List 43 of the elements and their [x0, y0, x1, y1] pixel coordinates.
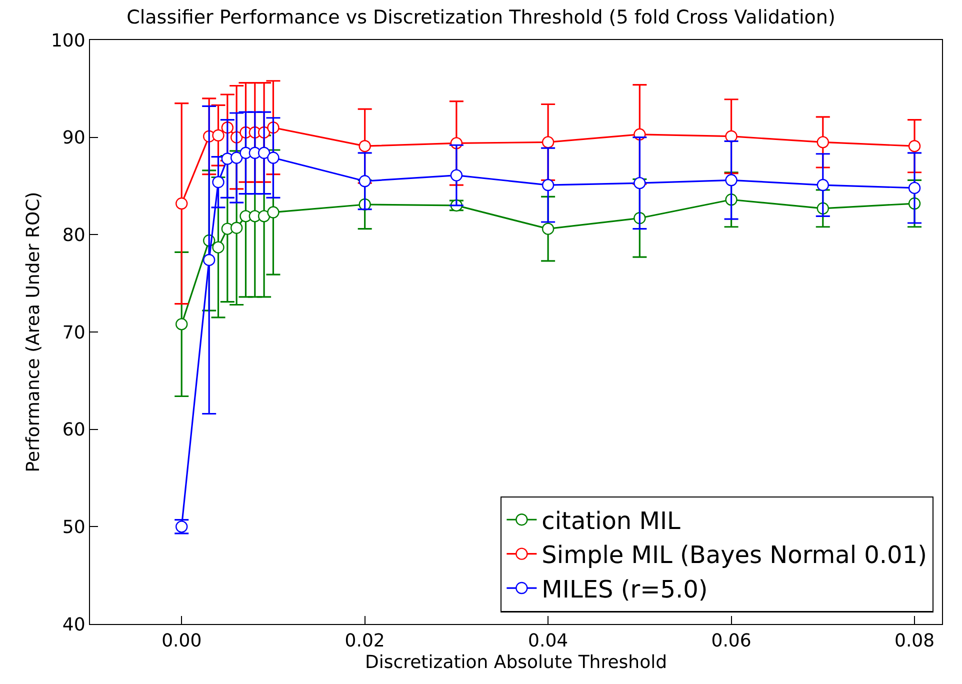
x-axis-title: Discretization Absolute Threshold	[364, 652, 668, 673]
y-tick-label: 40	[62, 614, 86, 636]
point	[908, 140, 921, 152]
point	[267, 152, 280, 164]
chart-title: Classifier Performance vs Discretization Threshold (5 fold Cross Validation)	[126, 6, 836, 29]
x-tick-label: 0.02	[344, 630, 385, 652]
legend-label: Simple MIL (Bayes Normal 0.01)	[542, 541, 927, 570]
point	[212, 176, 224, 188]
point	[258, 146, 270, 160]
point	[358, 175, 371, 188]
y-tick-label: 100	[50, 30, 86, 52]
point	[230, 222, 243, 234]
point	[450, 169, 463, 182]
point	[212, 129, 224, 142]
point	[230, 152, 243, 164]
point	[176, 197, 188, 210]
point	[542, 178, 554, 192]
y-tick-label: 80	[62, 224, 86, 246]
point	[258, 210, 270, 222]
point	[725, 130, 738, 142]
x-tick-label: 0.04	[528, 630, 568, 652]
point	[816, 136, 829, 148]
y-axis-title: Performance (Area Under ROC)	[23, 192, 44, 472]
x-tick-label: 0.08	[894, 630, 935, 652]
point	[725, 174, 738, 186]
point	[816, 178, 829, 192]
y-tick-label: 50	[62, 516, 86, 538]
point	[542, 136, 554, 148]
point	[212, 241, 224, 254]
legend-label: citation MIL	[542, 506, 682, 535]
point	[176, 318, 188, 330]
y-tick-label: 90	[62, 128, 86, 149]
point	[203, 254, 216, 266]
point	[908, 182, 921, 194]
x-tick-label: 0.06	[711, 630, 752, 652]
point	[267, 206, 280, 218]
y-tick-label: 60	[62, 420, 86, 441]
x-tick-label: 0.00	[162, 630, 202, 652]
legend-label: MILES (r=5.0)	[542, 575, 708, 604]
point	[634, 176, 646, 190]
point	[542, 222, 554, 235]
point	[358, 140, 371, 152]
y-tick-label: 70	[62, 322, 86, 344]
